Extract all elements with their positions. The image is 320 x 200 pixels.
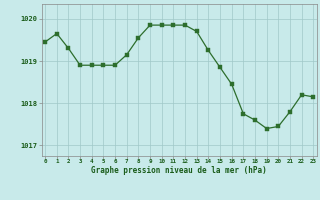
X-axis label: Graphe pression niveau de la mer (hPa): Graphe pression niveau de la mer (hPa)	[91, 166, 267, 175]
